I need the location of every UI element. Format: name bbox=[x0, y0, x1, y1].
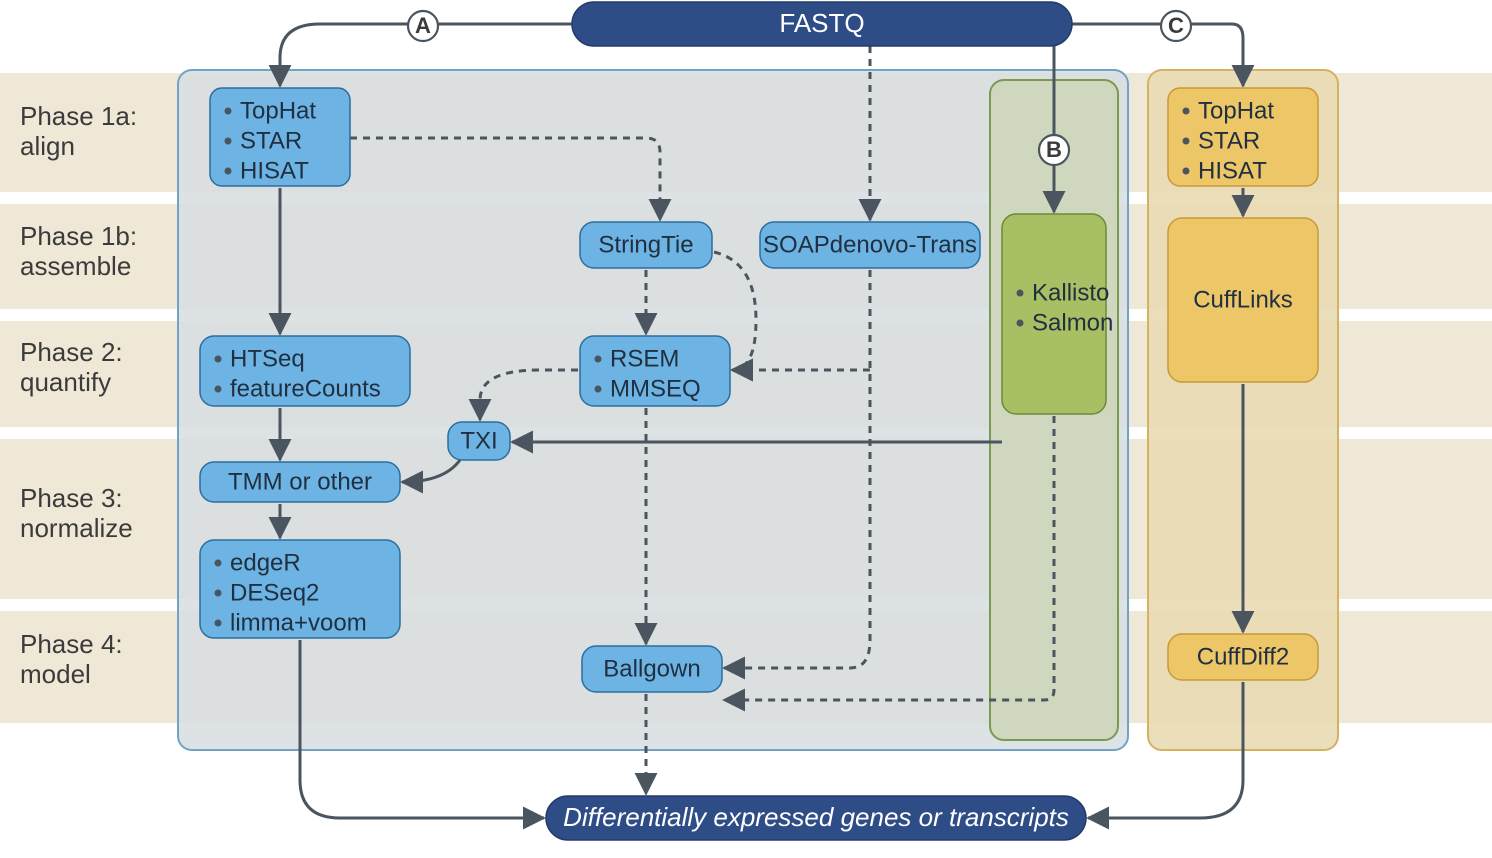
node-kallisto: Kallisto Salmon bbox=[1002, 214, 1113, 414]
node-label: CuffLinks bbox=[1193, 286, 1293, 313]
node-rsem: RSEM MMSEQ bbox=[580, 336, 730, 406]
phase-label: quantify bbox=[20, 367, 111, 397]
node-label: StringTie bbox=[598, 231, 693, 258]
node-bullet: TopHat bbox=[240, 97, 316, 124]
node-bullet: limma+voom bbox=[230, 609, 367, 636]
phase-label: normalize bbox=[20, 513, 133, 543]
node-label: CuffDiff2 bbox=[1197, 643, 1290, 670]
node-htseq: HTSeq featureCounts bbox=[200, 336, 410, 406]
node-bullet: edgeR bbox=[230, 549, 301, 576]
phase-label: Phase 1a: bbox=[20, 101, 137, 131]
node-de_tools: edgeR DESeq2 limma+voom bbox=[200, 540, 400, 638]
node-bullet: MMSEQ bbox=[610, 375, 701, 402]
node-ballgown: Ballgown bbox=[582, 646, 722, 692]
node-bullet: featureCounts bbox=[230, 375, 381, 402]
node-soap: SOAPdenovo-Trans bbox=[760, 222, 980, 268]
letter-label: B bbox=[1046, 137, 1062, 162]
node-bullet: TopHat bbox=[1198, 97, 1274, 124]
node-label: Ballgown bbox=[603, 655, 700, 682]
node-bullet: STAR bbox=[240, 127, 302, 154]
phase-label: Phase 4: bbox=[20, 629, 123, 659]
node-bullet: HTSeq bbox=[230, 345, 305, 372]
panels bbox=[178, 70, 1338, 750]
node-bullet: HISAT bbox=[240, 157, 309, 184]
node-bullet: Salmon bbox=[1032, 309, 1113, 336]
node-stringtie: StringTie bbox=[580, 222, 712, 268]
node-bullet: DESeq2 bbox=[230, 579, 319, 606]
letter-label: A bbox=[415, 13, 431, 38]
node-tmm: TMM or other bbox=[200, 462, 400, 502]
phase-label: assemble bbox=[20, 251, 131, 281]
node-label: TMM or other bbox=[228, 468, 372, 495]
node-align_a: TopHat STAR HISAT bbox=[210, 88, 350, 186]
node-label: SOAPdenovo-Trans bbox=[763, 231, 977, 258]
node-cufflinks: CuffLinks bbox=[1168, 218, 1318, 382]
phase-label: Phase 2: bbox=[20, 337, 123, 367]
pill-label: FASTQ bbox=[779, 8, 864, 38]
node-label: TXI bbox=[460, 427, 497, 454]
node-bullet: RSEM bbox=[610, 345, 679, 372]
phase-label: model bbox=[20, 659, 91, 689]
node-bullet: HISAT bbox=[1198, 157, 1267, 184]
node-cuffdiff: CuffDiff2 bbox=[1168, 634, 1318, 680]
phase-label: Phase 1b: bbox=[20, 221, 137, 251]
node-bullet: STAR bbox=[1198, 127, 1260, 154]
node-align_c: TopHat STAR HISAT bbox=[1168, 88, 1318, 186]
phase-label: align bbox=[20, 131, 75, 161]
phase-label: Phase 3: bbox=[20, 483, 123, 513]
node-bullet: Kallisto bbox=[1032, 279, 1109, 306]
node-txi: TXI bbox=[448, 422, 510, 460]
letter-label: C bbox=[1168, 13, 1184, 38]
pill-label: Differentially expressed genes or transc… bbox=[563, 802, 1069, 832]
